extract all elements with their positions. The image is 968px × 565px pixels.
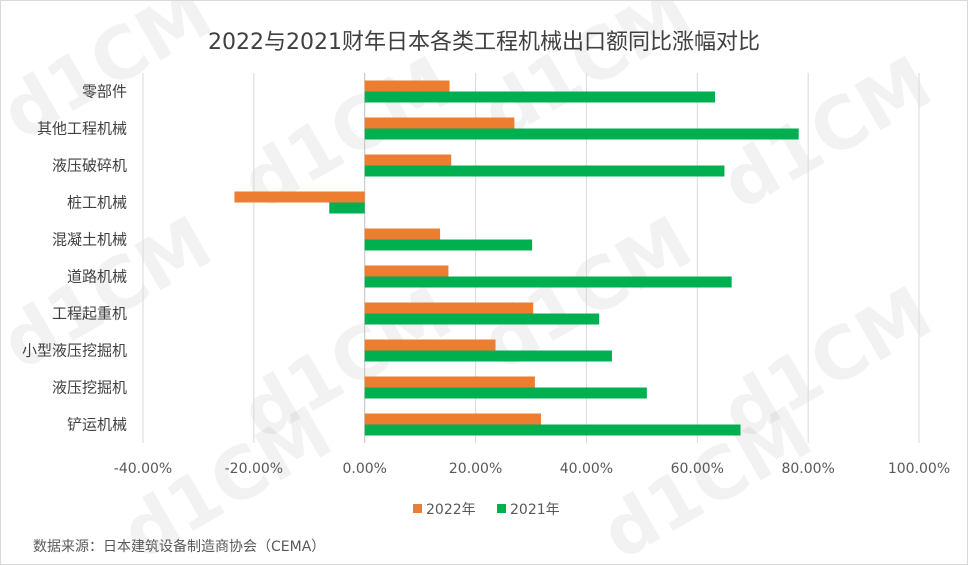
x-tick-label: -40.00% (114, 461, 172, 477)
category-label: 铲运机械 (67, 416, 127, 434)
x-tick-label: 100.00% (888, 461, 950, 477)
bar-2021 (364, 239, 533, 251)
category-labels: 零部件其他工程机械液压破碎机桩工机械混凝土机械道路机械工程起重机小型液压挖掘机液… (22, 83, 127, 434)
legend-swatch (497, 504, 506, 513)
bar-2022 (364, 154, 452, 166)
bar-2022 (364, 117, 515, 129)
x-tick-label: 20.00% (449, 461, 502, 477)
bar-2022 (364, 80, 450, 92)
bar-2022 (364, 413, 541, 425)
bar-2021 (364, 91, 716, 103)
bar-2021 (329, 202, 365, 214)
category-label: 液压挖掘机 (52, 379, 127, 397)
bar-2022 (234, 191, 365, 203)
x-tick-label: 80.00% (781, 461, 834, 477)
category-label: 道路机械 (67, 268, 127, 286)
category-label: 零部件 (82, 83, 127, 101)
bar-2021 (364, 387, 647, 399)
category-label: 混凝土机械 (52, 231, 127, 249)
legend-label: 2021年 (510, 502, 560, 518)
category-label: 液压破碎机 (52, 157, 127, 175)
category-label: 小型液压挖掘机 (22, 342, 127, 360)
category-label: 桩工机械 (67, 194, 127, 212)
bar-2021 (364, 424, 741, 436)
bar-2021 (364, 276, 732, 288)
x-tick-label: -20.00% (225, 461, 283, 477)
bar-2022 (364, 228, 441, 240)
bar-2022 (364, 265, 449, 277)
bar-2021 (364, 350, 612, 362)
x-tick-label: 40.00% (560, 461, 613, 477)
legend: 2022年 2021年 (413, 502, 560, 518)
bar-2022 (364, 376, 535, 388)
source-note: 数据来源：日本建筑设备制造商协会（CEMA） (33, 538, 325, 555)
bar-2022 (364, 302, 534, 314)
category-label: 其他工程机械 (37, 120, 127, 138)
bar-2021 (364, 165, 725, 177)
chart-title: 2022与2021财年日本各类工程机械出口额同比涨幅对比 (208, 30, 760, 55)
bar-2021 (364, 313, 600, 325)
x-tick-label: 60.00% (671, 461, 724, 477)
x-tick-label: 0.00% (342, 461, 386, 477)
legend-label: 2022年 (426, 502, 476, 518)
x-axis-tick-labels: -40.00% -20.00% 0.00% 20.00% 40.00% 60.00% 80.… (114, 461, 950, 477)
bar-2021 (364, 128, 799, 140)
bar-2022 (364, 339, 496, 351)
legend-swatch (413, 504, 422, 513)
category-label: 工程起重机 (52, 305, 127, 323)
bars (234, 80, 799, 436)
